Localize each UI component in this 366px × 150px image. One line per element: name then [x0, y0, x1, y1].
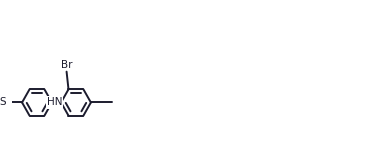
Text: S: S [0, 98, 6, 108]
Text: HN: HN [47, 98, 62, 108]
Text: Br: Br [61, 60, 72, 70]
